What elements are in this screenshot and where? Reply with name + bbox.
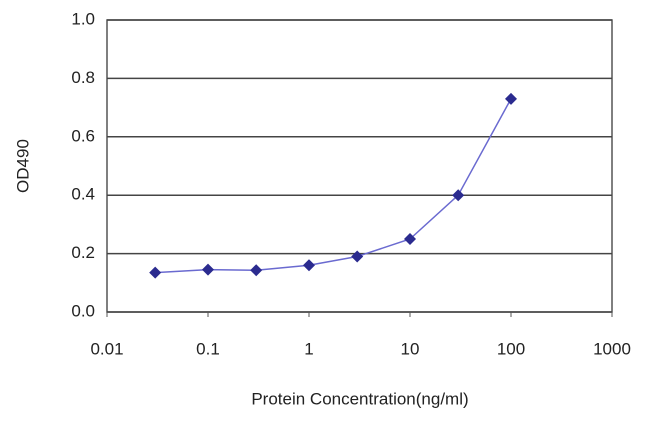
y-tick-label: 0.6 [71, 126, 95, 145]
y-tick-label: 0.4 [71, 185, 95, 204]
plot-area [106, 19, 613, 313]
x-tick-label: 0.1 [196, 339, 220, 358]
data-point [351, 250, 364, 263]
data-point [452, 189, 465, 202]
data-point [303, 259, 315, 272]
data-point [505, 92, 517, 105]
x-tick-label: 10 [401, 339, 420, 358]
data-point [250, 264, 263, 277]
x-tick-label: 100 [497, 339, 525, 358]
x-axis-label: Protein Concentration(ng/ml) [251, 389, 468, 408]
y-tick-label: 0.2 [71, 243, 95, 262]
data-point [404, 233, 416, 245]
x-tick-label: 1000 [593, 339, 631, 358]
y-axis-label: OD490 [13, 139, 32, 193]
y-tick-label: 0.8 [71, 68, 95, 87]
data-point [149, 266, 162, 279]
y-tick-label: 1.0 [71, 9, 95, 28]
series-line [155, 98, 512, 274]
x-tick-label: 0.01 [90, 339, 123, 358]
data-point [202, 263, 214, 276]
x-tick-label: 1 [304, 339, 313, 358]
y-tick-label: 0.0 [71, 301, 95, 320]
